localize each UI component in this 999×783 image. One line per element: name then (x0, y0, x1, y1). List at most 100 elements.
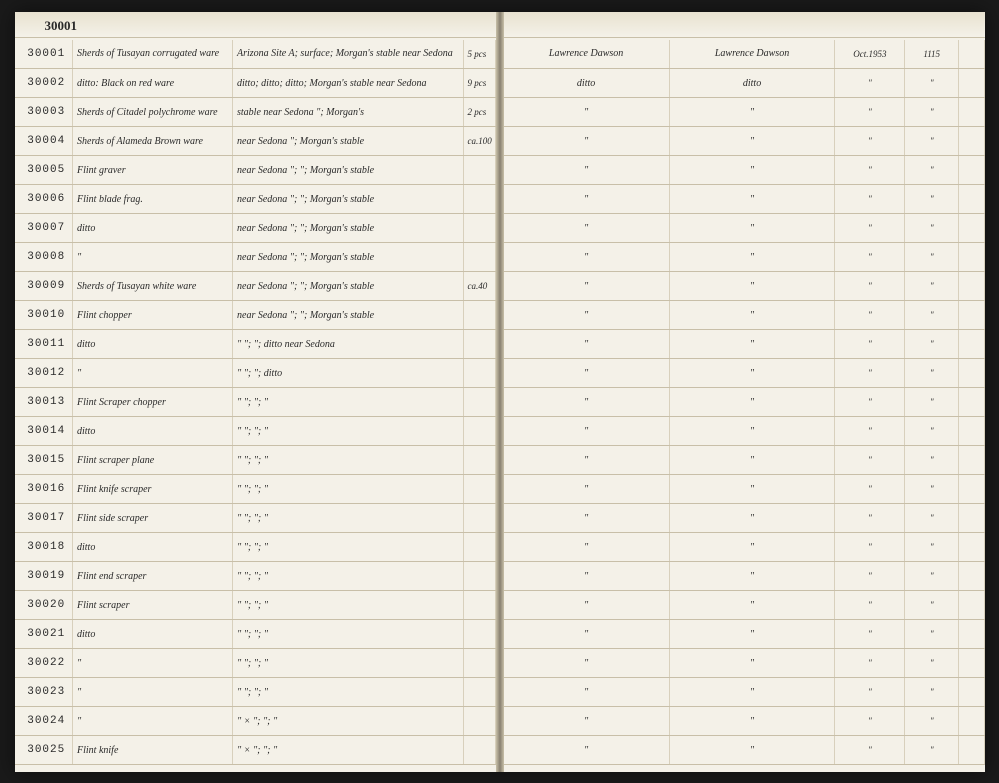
collector: " (504, 388, 670, 417)
description: ditto (73, 533, 233, 562)
locality: " "; "; " (233, 533, 464, 562)
description: Flint graver (73, 156, 233, 185)
catalog-number: 30001 (15, 40, 73, 69)
date: " (835, 69, 905, 98)
catalog-number: 30011 (15, 330, 73, 359)
collector: " (504, 446, 670, 475)
extra-col (958, 562, 984, 591)
reference: " (905, 678, 959, 707)
quantity (463, 446, 495, 475)
reference: 1115 (905, 40, 959, 69)
reference: " (905, 330, 959, 359)
catalog-number: 30007 (15, 214, 73, 243)
catalog-number: 30018 (15, 533, 73, 562)
donor: " (669, 156, 835, 185)
description: Sherds of Tusayan corrugated ware (73, 40, 233, 69)
table-row: 30005Flint gravernear Sedona "; "; Morga… (15, 156, 496, 185)
collector: Lawrence Dawson (504, 40, 670, 69)
quantity: 5 pcs (463, 40, 495, 69)
donor: " (669, 330, 835, 359)
extra-col (958, 620, 984, 649)
table-row: """" (504, 243, 985, 272)
collector: " (504, 185, 670, 214)
collector: " (504, 504, 670, 533)
catalog-number: 30003 (15, 98, 73, 127)
catalog-number: 30020 (15, 591, 73, 620)
donor: " (669, 562, 835, 591)
catalog-number: 30015 (15, 446, 73, 475)
donor: ditto (669, 69, 835, 98)
locality: " "; "; " (233, 446, 464, 475)
donor: " (669, 417, 835, 446)
locality: " "; "; " (233, 475, 464, 504)
description: Flint end scraper (73, 562, 233, 591)
table-row: """" (504, 214, 985, 243)
reference: " (905, 707, 959, 736)
quantity: ca.40 (463, 272, 495, 301)
date: Oct.1953 (835, 40, 905, 69)
locality: stable near Sedona "; Morgan's (233, 98, 464, 127)
table-row: 30015Flint scraper plane" "; "; " (15, 446, 496, 475)
collector: " (504, 533, 670, 562)
description: ditto (73, 620, 233, 649)
table-row: 30017Flint side scraper" "; "; " (15, 504, 496, 533)
extra-col (958, 214, 984, 243)
catalog-number: 30019 (15, 562, 73, 591)
table-row: """" (504, 504, 985, 533)
description: Sherds of Tusayan white ware (73, 272, 233, 301)
table-row: 30008"near Sedona "; "; Morgan's stable (15, 243, 496, 272)
extra-col (958, 649, 984, 678)
date: " (835, 475, 905, 504)
extra-col (958, 446, 984, 475)
reference: " (905, 620, 959, 649)
extra-col (958, 678, 984, 707)
ledger-table-left: 30001Sherds of Tusayan corrugated wareAr… (15, 40, 496, 766)
description: Sherds of Citadel polychrome ware (73, 98, 233, 127)
catalog-number: 30010 (15, 301, 73, 330)
table-row: 30003Sherds of Citadel polychrome warest… (15, 98, 496, 127)
description: " (73, 649, 233, 678)
collector: " (504, 591, 670, 620)
table-row: """" (504, 678, 985, 707)
locality: " "; "; ditto (233, 359, 464, 388)
table-row: 30012"" "; "; ditto (15, 359, 496, 388)
quantity (463, 185, 495, 214)
catalog-number: 30016 (15, 475, 73, 504)
catalog-number: 30006 (15, 185, 73, 214)
reference: " (905, 359, 959, 388)
right-page: Lawrence DawsonLawrence DawsonOct.195311… (504, 12, 985, 772)
description: ditto (73, 330, 233, 359)
table-row: """" (504, 98, 985, 127)
extra-col (958, 359, 984, 388)
collector: " (504, 272, 670, 301)
table-row: 30004Sherds of Alameda Brown warenear Se… (15, 127, 496, 156)
quantity (463, 301, 495, 330)
description: Sherds of Alameda Brown ware (73, 127, 233, 156)
catalog-number: 30017 (15, 504, 73, 533)
locality: " "; "; " (233, 591, 464, 620)
extra-col (958, 185, 984, 214)
quantity (463, 214, 495, 243)
donor: " (669, 649, 835, 678)
reference: " (905, 272, 959, 301)
donor: " (669, 272, 835, 301)
collector: " (504, 678, 670, 707)
reference: " (905, 591, 959, 620)
description: " (73, 243, 233, 272)
description: Flint scraper (73, 591, 233, 620)
extra-col (958, 272, 984, 301)
date: " (835, 98, 905, 127)
date: " (835, 649, 905, 678)
date: " (835, 272, 905, 301)
quantity (463, 678, 495, 707)
description: Flint knife scraper (73, 475, 233, 504)
quantity (463, 330, 495, 359)
extra-col (958, 533, 984, 562)
quantity (463, 417, 495, 446)
date: " (835, 533, 905, 562)
reference: " (905, 301, 959, 330)
donor: " (669, 736, 835, 765)
catalog-number: 30022 (15, 649, 73, 678)
reference: " (905, 533, 959, 562)
donor: " (669, 243, 835, 272)
